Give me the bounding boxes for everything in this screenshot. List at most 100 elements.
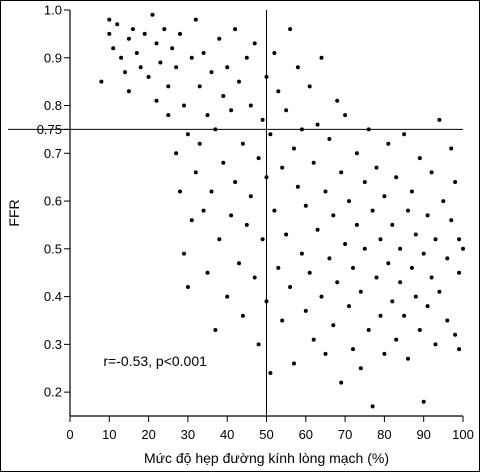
data-point <box>174 151 179 156</box>
data-point <box>358 289 363 294</box>
data-point <box>182 103 186 108</box>
data-point <box>339 170 344 175</box>
data-point <box>142 31 147 36</box>
data-point <box>437 289 442 294</box>
y-tick-label: 0.4 <box>44 289 62 304</box>
data-point <box>252 41 257 46</box>
data-point <box>123 70 127 75</box>
data-point <box>233 27 238 32</box>
data-point <box>429 275 434 280</box>
data-point <box>221 94 226 98</box>
x-tick-label: 100 <box>452 427 474 442</box>
data-point <box>390 299 395 304</box>
data-point <box>382 351 387 356</box>
x-tick-label: 60 <box>299 427 313 442</box>
data-point <box>331 323 336 328</box>
data-point <box>288 285 293 289</box>
y-tick-label: 0.3 <box>44 337 62 352</box>
data-point <box>225 294 230 299</box>
data-point <box>394 175 399 180</box>
data-point <box>374 275 379 280</box>
data-point <box>295 184 300 189</box>
y-tick-label: 0.5 <box>44 241 62 256</box>
data-point <box>441 199 446 204</box>
data-points <box>99 12 465 409</box>
data-point <box>209 70 214 75</box>
data-point <box>358 366 363 371</box>
data-point <box>134 51 139 55</box>
data-point <box>319 294 324 299</box>
data-point <box>217 36 222 41</box>
data-point <box>276 89 281 94</box>
data-point <box>292 146 296 151</box>
y-tick-label: 0.75 <box>37 122 62 137</box>
data-point <box>449 218 454 223</box>
data-point <box>260 117 265 122</box>
data-point <box>189 55 194 60</box>
data-point <box>185 285 190 289</box>
data-point <box>409 189 414 194</box>
y-tick-label: 1.0 <box>44 3 62 18</box>
data-point <box>272 51 277 55</box>
data-point <box>315 227 320 232</box>
data-point <box>240 141 245 146</box>
data-point <box>162 27 167 32</box>
data-point <box>319 55 324 60</box>
data-point <box>252 275 257 280</box>
data-point <box>421 399 426 404</box>
data-point <box>374 165 379 170</box>
data-point <box>182 251 186 256</box>
y-tick-label: 0.8 <box>44 98 62 113</box>
data-point <box>221 160 226 165</box>
data-point <box>229 213 234 218</box>
correlation-annotation: r=-0.53, p<0.001 <box>103 353 207 369</box>
data-point <box>303 308 308 313</box>
data-point <box>185 132 190 137</box>
data-point <box>461 246 465 251</box>
data-point <box>197 84 202 89</box>
data-point <box>366 328 371 332</box>
data-point <box>107 31 112 36</box>
data-point <box>237 261 241 266</box>
data-point <box>201 208 206 213</box>
data-point <box>386 261 391 266</box>
data-point <box>99 79 104 84</box>
data-point <box>453 180 458 184</box>
data-point <box>413 294 418 299</box>
data-point <box>370 208 375 213</box>
data-point <box>351 347 355 352</box>
data-point <box>146 74 151 79</box>
data-point <box>158 60 163 65</box>
data-point <box>406 356 410 361</box>
data-point <box>205 113 210 118</box>
data-point <box>268 132 273 137</box>
data-point <box>276 265 281 270</box>
data-point <box>115 22 120 27</box>
data-point <box>193 17 198 22</box>
data-point <box>126 36 131 41</box>
data-point <box>229 108 234 113</box>
data-point <box>351 265 355 270</box>
y-tick-label: 0.9 <box>44 50 62 65</box>
data-point <box>323 351 328 356</box>
x-tick-label: 70 <box>338 427 352 442</box>
data-point <box>347 304 351 309</box>
data-point <box>138 65 143 70</box>
data-point <box>240 313 245 318</box>
y-axis-label: FFR <box>6 199 22 226</box>
data-point <box>354 222 359 227</box>
x-tick-label: 90 <box>416 427 430 442</box>
x-tick-label: 30 <box>181 427 195 442</box>
data-point <box>217 237 222 242</box>
data-point <box>343 113 348 118</box>
data-point <box>362 180 367 184</box>
data-point <box>166 113 171 118</box>
data-point <box>256 156 261 161</box>
x-tick-label: 40 <box>220 427 234 442</box>
data-point <box>201 51 206 55</box>
data-point <box>213 328 218 332</box>
y-tick-label: 0.6 <box>44 194 62 209</box>
data-point <box>260 237 265 242</box>
x-tick-label: 10 <box>102 427 116 442</box>
data-point <box>339 380 344 385</box>
